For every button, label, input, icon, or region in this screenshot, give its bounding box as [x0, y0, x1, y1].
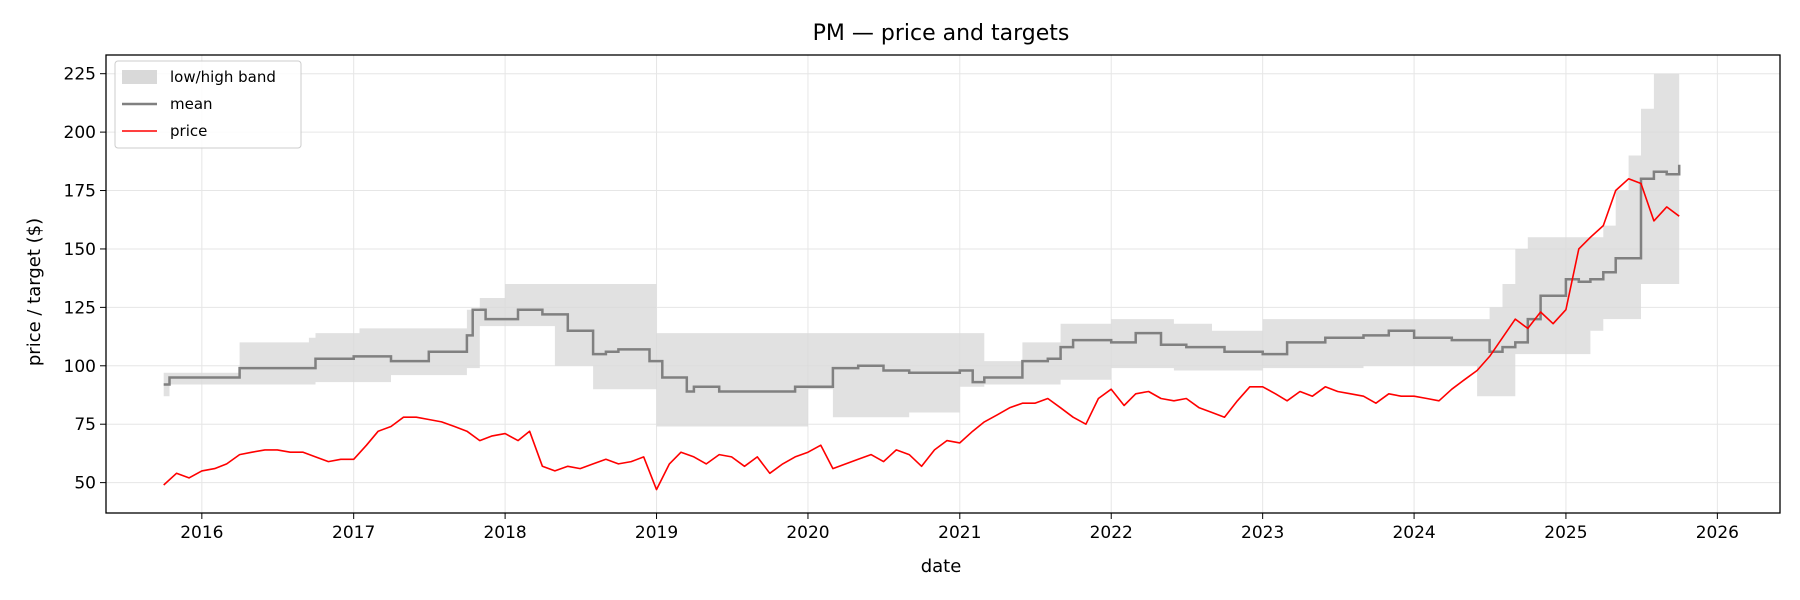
x-tick-label: 2016 [180, 523, 223, 543]
x-tick-label: 2017 [332, 523, 375, 543]
x-tick-label: 2020 [786, 523, 829, 543]
x-tick-label: 2018 [483, 523, 526, 543]
x-tick-label: 2023 [1241, 523, 1284, 543]
y-tick-label: 200 [64, 123, 96, 143]
y-tick-label: 125 [64, 298, 96, 318]
legend-box [114, 60, 302, 149]
chart-title: PM — price and targets [813, 21, 1070, 46]
plot-series [163, 73, 1681, 491]
legend-label-mean: mean [170, 95, 213, 113]
y-axis-ticks: 50 75 100 125 150 175 200 225 [64, 65, 106, 494]
y-tick-label: 150 [64, 240, 96, 260]
plot-frame [105, 54, 1781, 514]
y-tick-label: 100 [64, 357, 96, 377]
x-tick-label: 2022 [1090, 523, 1133, 543]
y-tick-label: 175 [64, 182, 96, 202]
legend: low/high band mean price [114, 60, 302, 149]
x-tick-label: 2026 [1696, 523, 1739, 543]
legend-label-band: low/high band [170, 68, 276, 86]
series-band-area [163, 73, 1680, 427]
legend-label-price: price [170, 122, 207, 140]
y-tick-label: 50 [74, 474, 96, 494]
x-tick-label: 2025 [1544, 523, 1587, 543]
y-tick-label: 225 [64, 65, 96, 85]
y-axis-title: price / target ($) [24, 218, 45, 366]
x-tick-label: 2021 [938, 523, 981, 543]
x-axis-ticks: 2016 2017 2018 2019 2020 2021 2022 2023 2024 2025… [180, 513, 1739, 543]
x-tick-label: 2024 [1392, 523, 1435, 543]
legend-swatch-band [122, 70, 157, 84]
series-price-line [163, 178, 1680, 491]
x-tick-label: 2019 [635, 523, 678, 543]
series-mean-line [163, 164, 1681, 393]
y-tick-label: 75 [74, 415, 96, 435]
x-axis-title: date [921, 556, 962, 577]
